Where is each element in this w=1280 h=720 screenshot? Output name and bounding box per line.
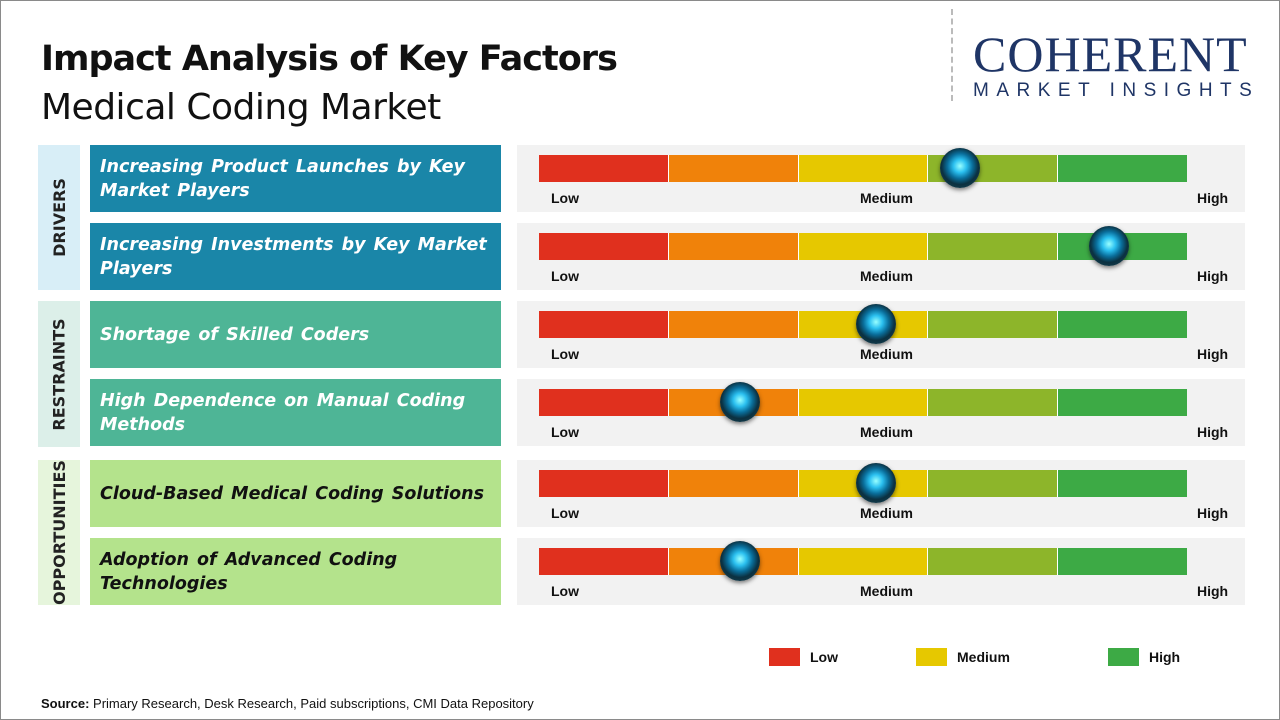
impact-indicator-knob [855, 463, 896, 503]
factor-label: Increasing Product Launches by Key Marke… [90, 145, 501, 212]
gauge-segment [539, 470, 669, 497]
factor-label: Increasing Investments by Key Market Pla… [90, 223, 501, 290]
impact-gauge: Low Medium High [517, 460, 1245, 527]
gauge-segment [668, 155, 799, 182]
source-note: Source: Primary Research, Desk Research,… [41, 696, 534, 711]
category-label: DRIVERS [49, 178, 69, 257]
low-label: Low [551, 505, 579, 521]
category-drivers: DRIVERS [38, 145, 80, 290]
gauge-bar [539, 548, 1187, 575]
impact-indicator-knob [1089, 226, 1130, 266]
gauge-segment [1058, 311, 1187, 338]
impact-indicator-knob [719, 541, 760, 581]
impact-gauge: Low Medium High [517, 379, 1245, 446]
gauge-segment [928, 311, 1059, 338]
high-label: High [1197, 268, 1229, 284]
legend-label: High [1149, 649, 1181, 665]
low-label: Low [551, 346, 579, 362]
page-title: Impact Analysis of Key Factors [41, 39, 618, 79]
gauge-segment [539, 233, 669, 260]
legend-low: Low [769, 648, 838, 666]
gauge-segment [539, 548, 669, 575]
gauge-segment [798, 548, 929, 575]
low-label: Low [551, 583, 579, 599]
category-label: RESTRAINTS [49, 317, 69, 431]
impact-gauge: Low Medium High [517, 301, 1245, 368]
legend-label: Low [810, 649, 838, 665]
medium-label: Medium [860, 505, 913, 521]
factor-label: Adoption of Advanced Coding Technologies [90, 538, 501, 605]
gauge-segment [539, 389, 669, 416]
page-subtitle: Medical Coding Market [41, 87, 441, 128]
medium-label: Medium [860, 268, 913, 284]
gauge-bar [539, 389, 1187, 416]
logo-sub: MARKET INSIGHTS [973, 80, 1260, 101]
low-label: Low [551, 190, 579, 206]
gauge-segment [539, 155, 669, 182]
company-logo: COHERENT MARKET INSIGHTS [951, 9, 1273, 101]
legend-swatch [916, 648, 947, 666]
gauge-segment [668, 233, 799, 260]
high-label: High [1197, 424, 1229, 440]
impact-indicator-knob [719, 382, 760, 422]
gauge-segment [1058, 548, 1187, 575]
impact-gauge: Low Medium High [517, 223, 1245, 290]
factor-label: Shortage of Skilled Coders [90, 301, 501, 368]
legend-swatch [769, 648, 800, 666]
low-label: Low [551, 268, 579, 284]
high-label: High [1197, 190, 1229, 206]
source-label: Source: [41, 696, 90, 711]
gauge-bar [539, 155, 1187, 182]
gauge-segment [668, 470, 799, 497]
gauge-bar [539, 233, 1187, 260]
medium-label: Medium [860, 190, 913, 206]
impact-gauge: Low Medium High [517, 145, 1245, 212]
gauge-segment [668, 311, 799, 338]
impact-indicator-knob [940, 148, 981, 188]
gauge-segment [928, 389, 1059, 416]
medium-label: Medium [860, 346, 913, 362]
legend-swatch [1108, 648, 1139, 666]
gauge-segment [1058, 470, 1187, 497]
legend-label: Medium [957, 649, 1010, 665]
gauge-segment [798, 233, 929, 260]
category-opportunities: OPPORTUNITIES [38, 460, 80, 605]
gauge-segment [539, 311, 669, 338]
gauge-segment [928, 548, 1059, 575]
impact-gauge: Low Medium High [517, 538, 1245, 605]
category-label: OPPORTUNITIES [49, 460, 69, 605]
high-label: High [1197, 583, 1229, 599]
low-label: Low [551, 424, 579, 440]
medium-label: Medium [860, 424, 913, 440]
gauge-segment [1058, 155, 1187, 182]
gauge-bar [539, 311, 1187, 338]
legend-medium: Medium [916, 648, 1010, 666]
gauge-segment [798, 389, 929, 416]
gauge-segment [798, 155, 929, 182]
category-restraints: RESTRAINTS [38, 301, 80, 447]
medium-label: Medium [860, 583, 913, 599]
impact-indicator-knob [855, 304, 896, 344]
legend-high: High [1108, 648, 1180, 666]
logo-main: COHERENT [973, 26, 1248, 82]
factor-label: Cloud-Based Medical Coding Solutions [90, 460, 501, 527]
high-label: High [1197, 505, 1229, 521]
gauge-segment [1058, 389, 1187, 416]
source-text: Primary Research, Desk Research, Paid su… [89, 696, 534, 711]
factor-label: High Dependence on Manual Coding Methods [90, 379, 501, 446]
gauge-segment [928, 233, 1059, 260]
high-label: High [1197, 346, 1229, 362]
gauge-segment [928, 470, 1059, 497]
